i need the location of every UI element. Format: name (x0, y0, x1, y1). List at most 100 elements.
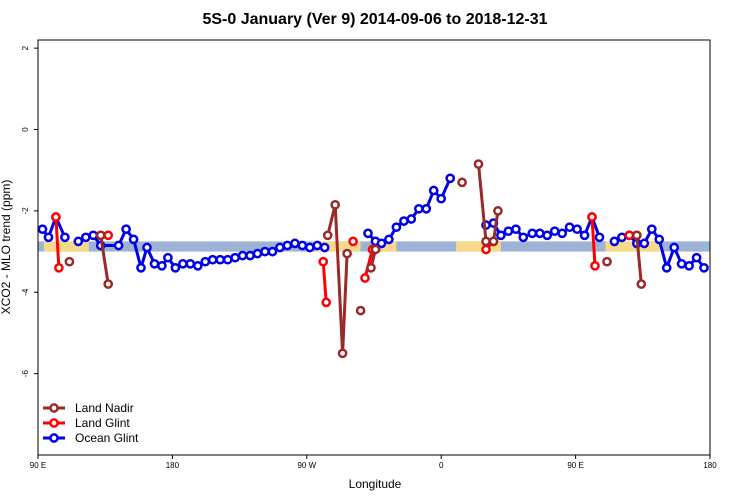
data-point-ocean-glint (564, 222, 575, 233)
data-point-ocean-glint (163, 252, 173, 263)
data-point-land-glint (587, 212, 597, 222)
data-point-ocean-glint (192, 260, 203, 271)
data-point-ocean-glint (237, 250, 248, 261)
data-point-land-glint (318, 256, 329, 267)
x-tick-label: 180 (703, 461, 717, 470)
data-point-ocean-glint (496, 230, 506, 241)
data-point-ocean-glint (260, 246, 270, 257)
data-point-land-nadir (602, 256, 612, 267)
data-point-ocean-glint (413, 203, 424, 214)
series-line-land-nadir (326, 203, 349, 355)
data-point-ocean-glint (304, 242, 315, 253)
land-band-segment-2 (381, 241, 397, 252)
data-point-ocean-glint (609, 236, 620, 247)
data-point-ocean-glint (639, 238, 650, 249)
data-point-ocean-glint (511, 224, 521, 235)
x-tick-label: 90 E (30, 461, 46, 470)
data-point-land-nadir (322, 230, 333, 241)
data-point-ocean-glint (80, 232, 91, 243)
data-point-ocean-glint (230, 252, 240, 263)
data-point-ocean-glint (128, 234, 139, 245)
data-point-ocean-glint (428, 185, 439, 196)
data-point-land-glint (103, 230, 114, 241)
y-tick-label: -2 (21, 207, 30, 215)
legend-marker (49, 403, 59, 413)
data-point-ocean-glint (617, 232, 627, 243)
data-point-ocean-glint (691, 252, 702, 263)
data-point-ocean-glint (557, 228, 568, 239)
data-point-ocean-glint (676, 258, 687, 269)
data-point-ocean-glint (684, 260, 694, 271)
data-point-land-glint (624, 230, 635, 241)
data-point-ocean-glint (436, 193, 447, 204)
data-point-land-glint (321, 297, 332, 308)
data-point-ocean-glint (518, 232, 529, 243)
data-point-land-nadir (342, 248, 352, 259)
x-axis-label: Longitude (349, 477, 402, 491)
legend-label: Ocean Glint (75, 431, 139, 445)
data-point-ocean-glint (594, 232, 605, 243)
x-tick-label: 90 W (297, 461, 316, 470)
land-band-segment-0 (43, 241, 89, 252)
data-point-ocean-glint (60, 232, 70, 243)
data-point-land-nadir (330, 199, 341, 210)
data-point-ocean-glint (661, 262, 672, 273)
series-line-land-nadir (99, 235, 110, 285)
data-point-land-glint (348, 236, 358, 247)
data-point-ocean-glint (142, 242, 152, 253)
x-tick-label: 90 E (567, 461, 583, 470)
data-point-land-glint (51, 212, 61, 222)
data-point-ocean-glint (290, 238, 300, 249)
legend-marker (49, 418, 59, 428)
plot-frame (37, 39, 711, 456)
data-point-ocean-glint (149, 258, 160, 269)
series-line-land-glint (54, 216, 61, 268)
data-point-ocean-glint (421, 203, 432, 214)
data-point-ocean-glint (445, 173, 456, 184)
axes: 90 E 180 90 W 0 90 E 180 2 0 -2 -4 -6 (21, 45, 717, 470)
data-point-land-nadir (493, 206, 503, 216)
data-point-ocean-glint (312, 240, 323, 251)
data-point-ocean-glint (178, 258, 188, 269)
chart-title: 5S-0 January (Ver 9) 2014-09-06 to 2018-… (202, 11, 547, 28)
data-point-land-nadir (366, 262, 376, 273)
legend-entry-land-nadir: Land Nadir (43, 401, 134, 415)
data-point-ocean-glint (185, 258, 196, 269)
data-point-ocean-glint (88, 230, 99, 241)
data-point-ocean-glint (136, 262, 146, 273)
data-point-land-nadir (473, 159, 484, 169)
data-point-ocean-glint (384, 234, 394, 245)
series-line-land-glint (321, 261, 328, 303)
data-point-ocean-glint (542, 230, 553, 241)
data-point-ocean-glint (121, 224, 131, 235)
data-point-land-nadir (481, 236, 491, 247)
y-tick-label: -4 (21, 288, 30, 296)
data-point-ocean-glint (579, 230, 590, 241)
data-point-ocean-glint (527, 228, 538, 239)
data-point-ocean-glint (215, 254, 226, 265)
series-ocean-glint (37, 173, 709, 273)
data-point-ocean-glint (363, 228, 373, 239)
data-point-ocean-glint (503, 226, 514, 237)
data-point-ocean-glint (245, 250, 255, 261)
data-point-ocean-glint (699, 262, 709, 273)
data-point-ocean-glint (534, 228, 545, 239)
data-point-land-nadir (103, 279, 114, 289)
y-axis-label: XCO2 - MLO trend (ppm) (0, 180, 13, 315)
data-point-ocean-glint (267, 246, 278, 257)
series-land-nadir (64, 159, 647, 359)
legend-entry-ocean-glint: Ocean Glint (43, 431, 139, 445)
data-point-land-nadir (488, 236, 499, 247)
data-point-ocean-glint (170, 262, 181, 273)
data-point-land-nadir (370, 244, 381, 255)
legend-label: Land Glint (75, 416, 130, 430)
data-point-land-glint (481, 244, 491, 255)
data-point-ocean-glint (549, 226, 560, 237)
series-line-ocean-glint (41, 215, 67, 239)
data-point-ocean-glint (282, 240, 293, 251)
data-point-ocean-glint (669, 242, 680, 253)
data-point-ocean-glint (200, 256, 211, 267)
data-point-land-nadir (631, 230, 642, 241)
data-point-ocean-glint (399, 216, 409, 226)
data-point-land-nadir (64, 256, 75, 267)
